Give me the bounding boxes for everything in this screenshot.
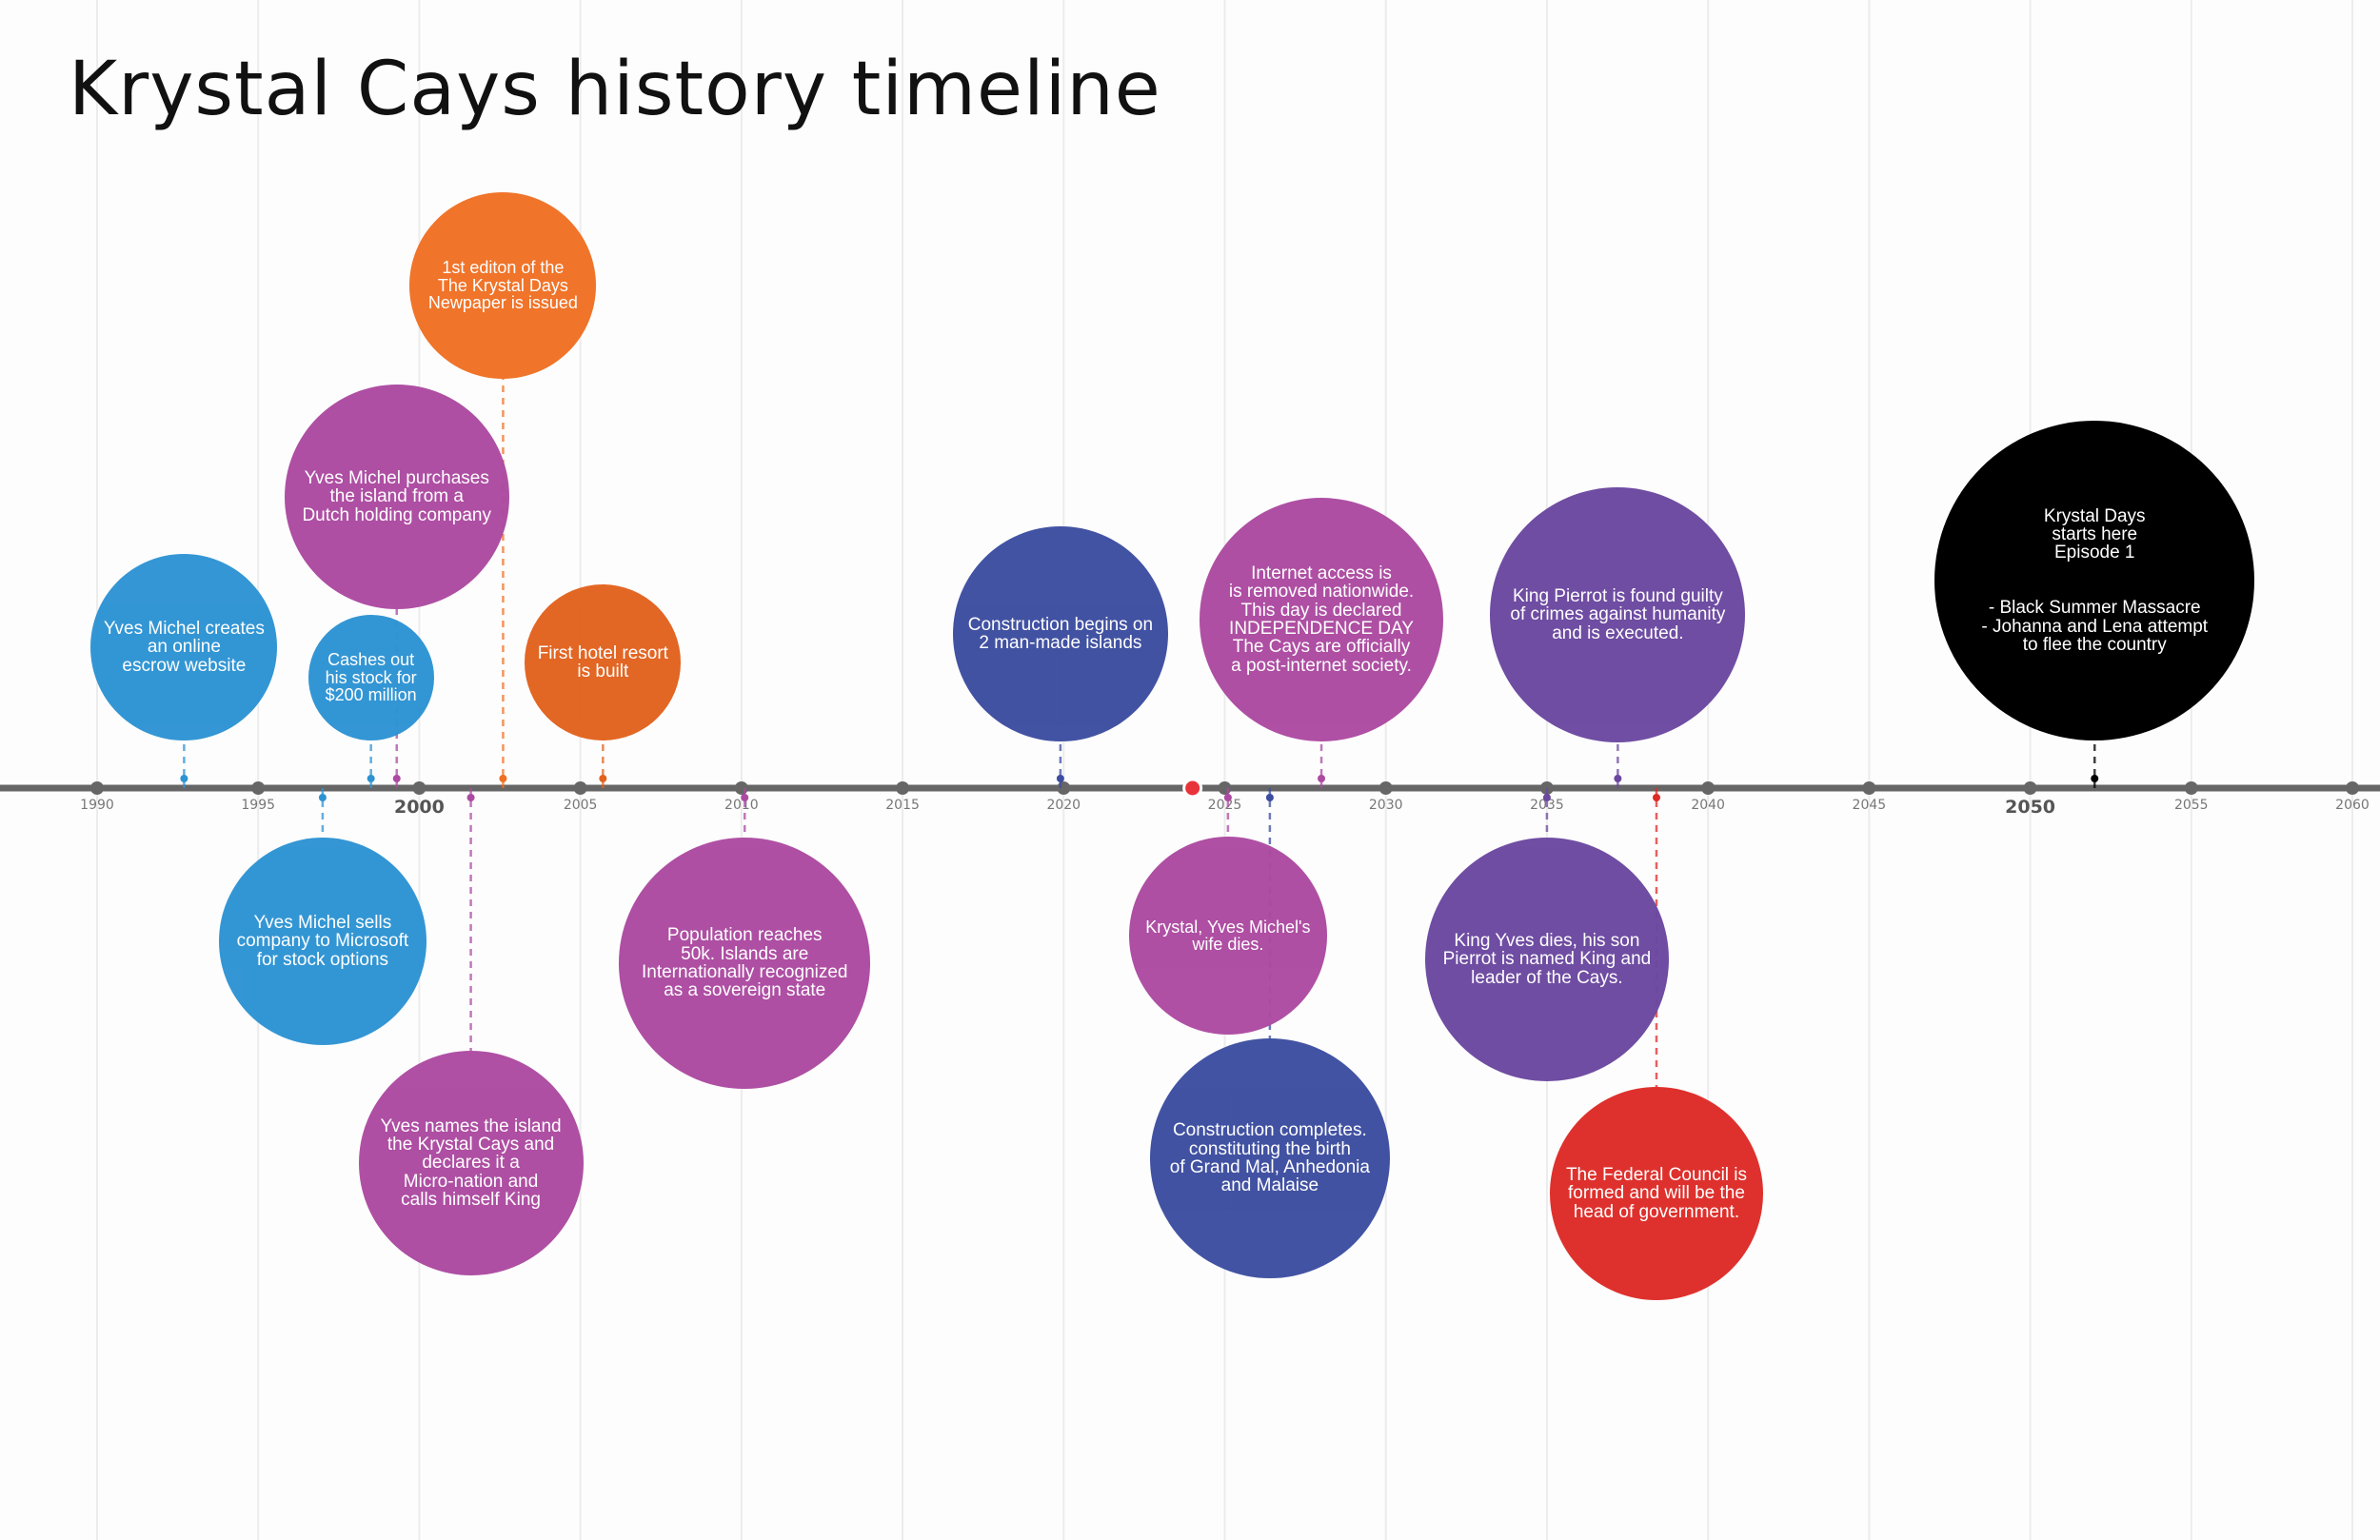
event-bubble-pierrot-executed[interactable]: King Pierrot is found guilty of crimes a… [1490, 487, 1746, 742]
event-bubble-hotel[interactable]: First hotel resort is built [525, 584, 682, 740]
event-bubble-newspaper[interactable]: 1st editon of the The Krystal Days Newpa… [409, 192, 597, 379]
event-text-names: Yves names the island the Krystal Cays a… [380, 1116, 562, 1211]
event-text-hotel: First hotel resort is built [537, 642, 668, 681]
event-bubble-krystal-dies[interactable]: Krystal, Yves Michel's wife dies. [1128, 837, 1327, 1035]
tick-label-2060: 2060 [2335, 798, 2370, 813]
event-bubble-purchases[interactable]: Yves Michel purchases the island from a … [284, 385, 509, 609]
event-dot-king-yves-dies [1542, 794, 1551, 801]
event-text-construction-begins: Construction begins on 2 man-made island… [967, 614, 1154, 653]
event-bubble-population[interactable]: Population reaches 50k. Islands are Inte… [619, 838, 871, 1089]
tick-label-2015: 2015 [885, 798, 920, 813]
tick-label-2020: 2020 [1046, 798, 1081, 813]
tick-label-2055: 2055 [2174, 798, 2209, 813]
event-dot-names [466, 794, 475, 801]
tick-dot-2055 [2184, 781, 2198, 795]
event-bubble-internet[interactable]: Internet access is is removed nationwide… [1200, 498, 1444, 741]
event-dot-pierrot-executed [1614, 775, 1622, 782]
tick-dot-2025 [1218, 781, 1232, 795]
tick-dot-1995 [251, 781, 266, 795]
event-bubble-cashes[interactable]: Cashes out his stock for $200 million [307, 615, 434, 740]
tick-dot-2030 [1378, 781, 1393, 795]
event-bubble-king-yves-dies[interactable]: King Yves dies, his son Pierrot is named… [1424, 838, 1669, 1081]
tick-label-2010: 2010 [724, 798, 759, 813]
tick-label-2000: 2000 [394, 797, 445, 818]
event-text-krystal-dies: Krystal, Yves Michel's wife dies. [1145, 917, 1311, 954]
event-bubble-names[interactable]: Yves names the island the Krystal Cays a… [358, 1051, 584, 1275]
event-dot-population [741, 794, 749, 801]
event-text-newspaper: 1st editon of the The Krystal Days Newpa… [427, 258, 578, 313]
tick-label-2040: 2040 [1691, 798, 1725, 813]
tick-label-1995: 1995 [241, 798, 275, 813]
event-dot-hotel [599, 775, 607, 782]
event-text-sells: Yves Michel sells company to Microsoft f… [236, 912, 409, 970]
event-text-escrow: Yves Michel creates an online escrow web… [103, 618, 265, 676]
event-dot-newspaper [499, 775, 507, 782]
event-dot-purchases [392, 775, 401, 782]
event-dot-sells [318, 794, 327, 801]
event-bubble-construction-begins[interactable]: Construction begins on 2 man-made island… [952, 526, 1168, 741]
today-marker [1182, 778, 1203, 799]
event-bubble-episode-1[interactable]: Krystal Days starts here Episode 1 - Bla… [1934, 421, 2255, 740]
tick-dot-2050 [2023, 781, 2037, 795]
tick-label-2045: 2045 [1853, 798, 1887, 813]
event-text-cashes: Cashes out his stock for $200 million [325, 650, 417, 705]
event-dot-cashes [367, 775, 375, 782]
tick-label-2025: 2025 [1208, 798, 1242, 813]
tick-dot-2060 [2346, 781, 2359, 795]
event-text-purchases: Yves Michel purchases the island from a … [302, 467, 492, 525]
event-text-internet: Internet access is is removed nationwide… [1228, 563, 1415, 676]
event-dot-construction-completes [1265, 794, 1274, 801]
page-title: Krystal Cays history timeline [69, 47, 1161, 132]
event-text-federal-council: The Federal Council is formed and will b… [1565, 1164, 1748, 1222]
tick-label-2050: 2050 [2005, 797, 2055, 818]
tick-label-2005: 2005 [564, 798, 598, 813]
tick-dot-2010 [734, 781, 748, 795]
tick-dot-2040 [1701, 781, 1716, 795]
event-bubble-construction-completes[interactable]: Construction completes. constituting the… [1149, 1038, 1390, 1278]
event-text-construction-completes: Construction completes. constituting the… [1169, 1120, 1370, 1196]
event-dot-federal-council [1652, 794, 1660, 801]
tick-label-1990: 1990 [80, 798, 114, 813]
tick-dot-1990 [90, 781, 104, 795]
tick-dot-2045 [1862, 781, 1876, 795]
event-bubble-federal-council[interactable]: The Federal Council is formed and will b… [1549, 1087, 1763, 1300]
tick-dot-2020 [1057, 781, 1071, 795]
event-dot-internet [1318, 775, 1326, 782]
event-bubble-escrow[interactable]: Yves Michel creates an online escrow web… [90, 554, 278, 740]
event-text-episode-1: Krystal Days starts here Episode 1 - Bla… [1981, 505, 2209, 656]
event-dot-episode-1 [2091, 775, 2099, 782]
tick-dot-2000 [412, 781, 426, 795]
event-text-population: Population reaches 50k. Islands are Inte… [641, 925, 848, 1001]
event-dot-krystal-dies [1223, 794, 1232, 801]
event-dot-construction-begins [1056, 775, 1064, 782]
event-text-pierrot-executed: King Pierrot is found guilty of crimes a… [1510, 585, 1726, 643]
tick-label-2030: 2030 [1369, 798, 1403, 813]
event-dot-escrow [180, 775, 188, 782]
event-text-king-yves-dies: King Yves dies, his son Pierrot is named… [1442, 930, 1652, 988]
event-bubble-sells[interactable]: Yves Michel sells company to Microsoft f… [218, 838, 426, 1045]
tick-dot-2015 [896, 781, 910, 795]
tick-dot-2005 [573, 781, 587, 795]
